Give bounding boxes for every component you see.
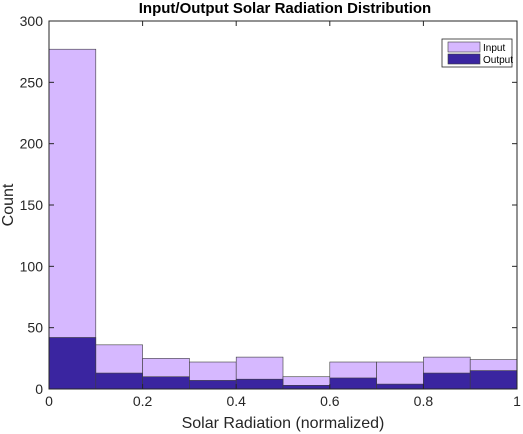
legend-label-input: Input (483, 43, 505, 54)
output-bar (189, 380, 237, 390)
input-bar (48, 48, 97, 390)
x-tick-label: 0 (45, 393, 53, 409)
y-tick-label: 100 (20, 258, 44, 274)
x-tick-label: 0.8 (414, 393, 434, 409)
chart-title: Input/Output Solar Radiation Distributio… (139, 0, 431, 17)
legend-swatch-input (447, 41, 481, 53)
y-tick-label: 250 (20, 74, 44, 90)
output-bar (48, 337, 97, 390)
y-tick-label: 150 (20, 197, 44, 213)
x-axis-label: Solar Radiation (normalized) (182, 415, 385, 432)
output-bar (376, 383, 424, 390)
plot-area: 0 0.2 0.4 0.6 0.8 1 0 50 100 150 200 250 300 (20, 13, 521, 409)
y-tick-label: 300 (20, 13, 44, 29)
y-tick-label: 50 (27, 320, 43, 336)
legend-swatch-output (447, 53, 481, 65)
output-bar (142, 376, 190, 390)
y-tick-label: 200 (20, 136, 44, 152)
x-tick-label: 1 (513, 393, 521, 409)
output-bar (469, 370, 518, 390)
output-bar (95, 372, 143, 390)
output-bar (282, 385, 331, 390)
y-tick-label: 0 (35, 381, 43, 397)
x-tick-label: 0.6 (320, 393, 340, 409)
output-bar (235, 378, 284, 390)
x-tick-label: 0.4 (226, 393, 246, 409)
x-tick-label: 0.2 (133, 393, 153, 409)
y-axis-label: Count (0, 183, 17, 226)
output-bar (423, 372, 471, 390)
plot-background (49, 21, 517, 389)
legend-label-output: Output (483, 55, 513, 66)
output-bar (329, 377, 377, 390)
